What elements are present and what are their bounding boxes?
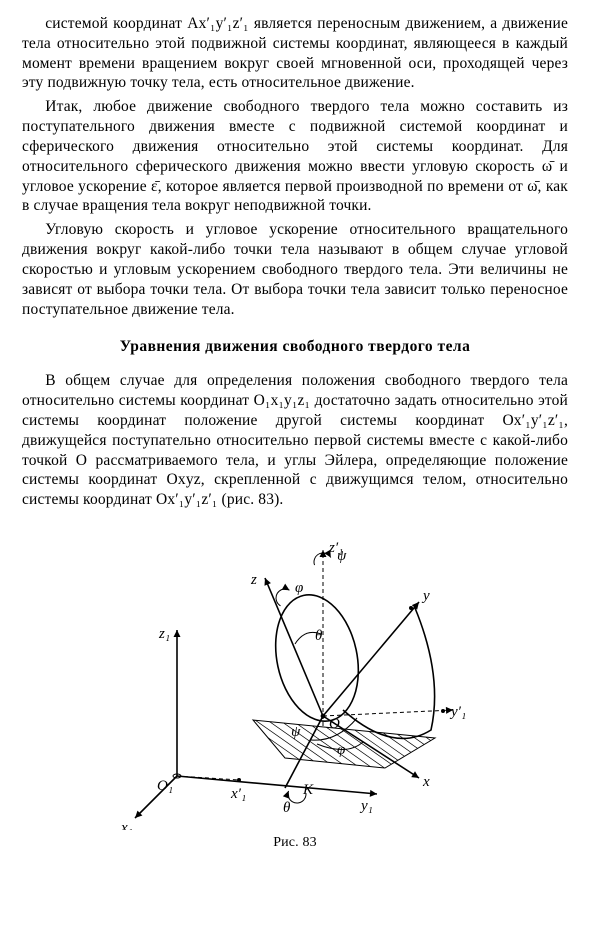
section-heading: Уравнения движения свободного твердого т…: [22, 337, 568, 357]
svg-text:x: x: [422, 774, 430, 790]
paragraph-1: системой координат Ax′₁y′₁z′₁ является п…: [22, 14, 568, 93]
svg-text:K: K: [302, 782, 314, 798]
svg-text:θ: θ: [283, 800, 291, 816]
svg-text:O: O: [329, 716, 340, 732]
svg-text:O₁: O₁: [157, 778, 173, 794]
figure-caption: Рис. 83: [22, 834, 568, 852]
paragraph-4: В общем случае для определения положения…: [22, 371, 568, 510]
paragraph-2: Итак, любое движение свободного твердого…: [22, 97, 568, 216]
figure-83: z₁x₁y₁O₁x′₁z′₁y′₁zyxOKψφθψφθ: [115, 520, 475, 830]
svg-text:θ: θ: [315, 628, 323, 644]
svg-text:φ: φ: [337, 742, 345, 758]
svg-text:y₁: y₁: [359, 798, 373, 814]
svg-text:y′₁: y′₁: [449, 704, 466, 720]
paragraph-3: Угловую скорость и угловое ускорение отн…: [22, 220, 568, 319]
svg-text:ψ: ψ: [337, 548, 347, 564]
svg-text:x₁: x₁: [120, 820, 133, 830]
svg-text:z₁: z₁: [158, 626, 170, 642]
svg-text:y: y: [421, 588, 430, 604]
svg-text:z: z: [250, 572, 257, 588]
svg-text:ψ: ψ: [291, 724, 301, 740]
svg-text:x′₁: x′₁: [230, 786, 246, 802]
svg-text:φ: φ: [295, 580, 303, 596]
